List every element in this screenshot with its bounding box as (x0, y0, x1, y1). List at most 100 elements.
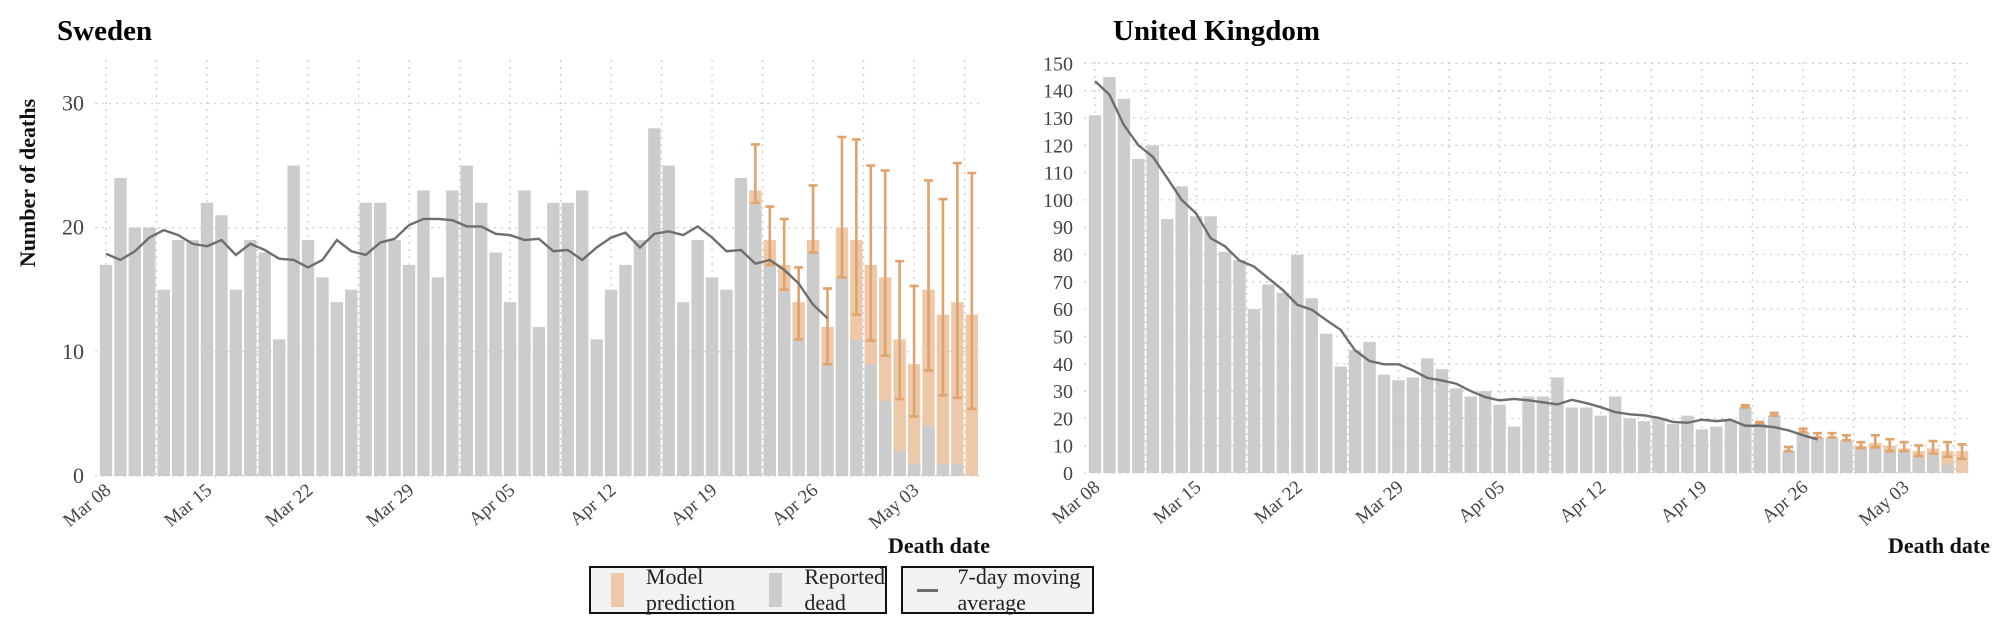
reported-bar (1652, 418, 1665, 473)
reported-bar (489, 252, 502, 476)
reported-bar (633, 240, 647, 476)
y-tick-label: 40 (1053, 354, 1073, 376)
reported-bar (1334, 366, 1347, 473)
reported-bar (99, 264, 113, 476)
reported-bar (1637, 421, 1651, 473)
reported-bar (272, 339, 286, 476)
x-tick-label: Mar 22 (1251, 477, 1307, 529)
reported-bar (778, 289, 791, 476)
y-tick-label: 70 (1053, 272, 1073, 294)
moving-average-line (105, 217, 829, 320)
y-tick-label: 20 (1053, 408, 1073, 430)
y-tick-label: 20 (62, 215, 84, 240)
reported-bar (806, 252, 820, 476)
y-tick-label: 10 (62, 339, 84, 364)
reported-bar (893, 451, 906, 476)
reported-bar (215, 215, 228, 476)
reported-bar (244, 240, 257, 476)
y-tick-label: 120 (1043, 135, 1073, 157)
reported-bar (1348, 350, 1362, 473)
reported-bar (1233, 259, 1246, 473)
x-tick-label: Apr 05 (465, 480, 519, 530)
moving-average-line (1094, 80, 1818, 441)
reported-bar (1507, 426, 1521, 473)
reported-bar (388, 240, 401, 476)
reported-bar (1161, 219, 1174, 473)
reported-bar (1695, 429, 1709, 473)
x-tick-label: Apr 12 (1556, 477, 1610, 527)
reported-bar (1262, 284, 1275, 473)
reported-bar (143, 227, 156, 476)
y-tick-label: 140 (1043, 81, 1073, 103)
moving-average-swatch (917, 588, 938, 592)
uk-title: United Kingdom (1113, 15, 1320, 47)
prediction-bar (1955, 451, 1969, 473)
reported-bar (648, 128, 661, 476)
x-tick-label: Mar 08 (1048, 477, 1104, 529)
reported-bar (1623, 418, 1636, 473)
reported-bar (402, 264, 416, 476)
y-tick-label: 90 (1053, 217, 1073, 239)
reported-bar (1088, 115, 1102, 473)
reported-bar (1305, 298, 1318, 473)
reported-bar (1897, 451, 1911, 473)
x-tick-label: Apr 05 (1454, 477, 1508, 527)
reported-bar (1103, 77, 1116, 474)
reported-bar (1854, 448, 1868, 473)
reported-bar (850, 339, 863, 476)
y-tick-label: 100 (1043, 190, 1073, 212)
sweden-y-axis-title: Number of deaths (15, 98, 40, 267)
reported-bar (1796, 432, 1810, 473)
reported-bar (316, 277, 329, 476)
x-tick-label: Mar 29 (362, 480, 418, 532)
y-tick-label: 60 (1053, 299, 1073, 321)
reported-bar (1464, 396, 1477, 473)
y-tick-label: 110 (1044, 163, 1073, 185)
reported-bar (1710, 426, 1723, 473)
reported-bar (186, 240, 199, 476)
reported-bar (1189, 216, 1203, 473)
reported-bar (951, 463, 964, 476)
y-tick-label: 30 (62, 90, 84, 115)
legend-line: 7-day moving average (901, 564, 1094, 615)
reported-bar (936, 463, 950, 476)
reported-bar (1941, 464, 1954, 473)
reported-bar (1247, 309, 1261, 473)
reported-bar (1753, 423, 1766, 473)
reported-bar (330, 302, 344, 476)
reported-bar (922, 426, 935, 476)
reported-bar (258, 252, 271, 476)
y-tick-label: 80 (1053, 245, 1073, 267)
reported-bar (1493, 404, 1506, 473)
reported-bar (1319, 333, 1333, 473)
reported-bar (763, 264, 776, 476)
reported-bar (1146, 145, 1160, 473)
reported-bar (1739, 407, 1752, 473)
reported-bar (359, 202, 372, 476)
reported-bar (200, 202, 214, 476)
reported-bar (734, 177, 748, 476)
y-tick-label: 0 (1063, 463, 1073, 485)
x-tick-label: Mar 15 (1149, 477, 1205, 529)
prediction-bar (907, 364, 921, 476)
reported-bar (1450, 388, 1463, 473)
uk-x-axis-title: Death date (1888, 533, 1990, 558)
reported-bar (1666, 423, 1680, 473)
reported-bar (879, 401, 892, 476)
reported-bar (749, 202, 762, 476)
y-tick-label: 30 (1053, 381, 1073, 403)
reported-bar (503, 302, 517, 476)
reported-bar (676, 302, 690, 476)
reported-bar (1840, 440, 1853, 473)
reported-bar (907, 463, 921, 476)
reported-bar (575, 190, 589, 476)
x-tick-label: Apr 19 (667, 480, 721, 530)
legend-reported-label: Reported dead (804, 564, 885, 615)
reported-bar (1421, 358, 1434, 473)
reported-bar (604, 289, 618, 476)
prediction-bar (893, 339, 906, 476)
reported-bar (1825, 437, 1839, 473)
reported-bar (619, 264, 632, 476)
uk-chart: United Kingdom Death date 0 10 20 30 40 50 60 7… (1043, 15, 1990, 558)
